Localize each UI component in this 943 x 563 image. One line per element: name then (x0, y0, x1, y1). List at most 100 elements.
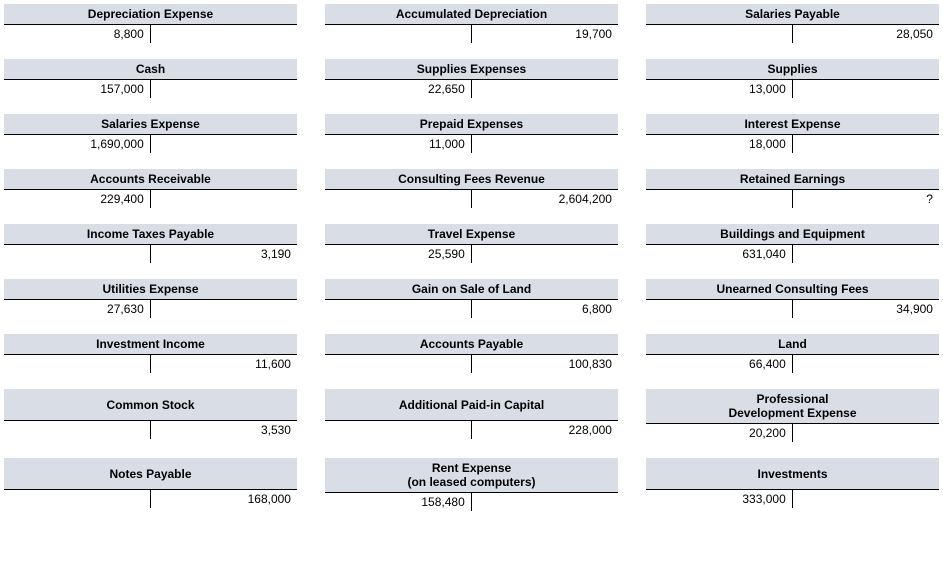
account-body: 27,630 (4, 300, 297, 318)
credit-value: 34,900 (793, 300, 939, 318)
account-body: 25,590 (325, 245, 618, 263)
t-account: Income Taxes Payable3,190 (4, 224, 297, 263)
account-title: Depreciation Expense (4, 4, 297, 25)
t-account: Common Stock3,530 (4, 389, 297, 442)
account-title: Common Stock (4, 389, 297, 421)
debit-value (325, 300, 471, 318)
account-title: Gain on Sale of Land (325, 279, 618, 300)
t-account: Accounts Payable100,830 (325, 334, 618, 373)
credit-value (151, 25, 297, 43)
t-account: Investment Income11,600 (4, 334, 297, 373)
t-account: Accounts Receivable229,400 (4, 169, 297, 208)
account-title: Buildings and Equipment (646, 224, 939, 245)
account-title: Rent Expense (on leased computers) (325, 458, 618, 493)
account-body: 3,190 (4, 245, 297, 263)
credit-value: 6,800 (472, 300, 618, 318)
t-account: Supplies13,000 (646, 59, 939, 98)
debit-value: 20,200 (646, 424, 792, 442)
account-title: Notes Payable (4, 458, 297, 490)
account-body: 168,000 (4, 490, 297, 508)
t-account: Investments333,000 (646, 458, 939, 511)
account-body: 11,000 (325, 135, 618, 153)
debit-value (325, 421, 471, 439)
t-account: Additional Paid-in Capital228,000 (325, 389, 618, 442)
account-body: 2,604,200 (325, 190, 618, 208)
t-account: Professional Development Expense20,200 (646, 389, 939, 442)
account-title: Additional Paid-in Capital (325, 389, 618, 421)
debit-value (325, 190, 471, 208)
debit-value (4, 355, 150, 373)
credit-value: 19,700 (472, 25, 618, 43)
t-account: Cash157,000 (4, 59, 297, 98)
t-account: Utilities Expense27,630 (4, 279, 297, 318)
account-body: 28,050 (646, 25, 939, 43)
debit-value (4, 421, 150, 439)
account-body: ? (646, 190, 939, 208)
t-account: Land66,400 (646, 334, 939, 373)
t-account: Accumulated Depreciation19,700 (325, 4, 618, 43)
credit-value: 2,604,200 (472, 190, 618, 208)
account-body: 158,480 (325, 493, 618, 511)
account-title: Professional Development Expense (646, 389, 939, 424)
credit-value: 168,000 (151, 490, 297, 508)
debit-value (325, 355, 471, 373)
debit-value: 27,630 (4, 300, 150, 318)
account-body: 3,530 (4, 421, 297, 439)
credit-value: 228,000 (472, 421, 618, 439)
account-title: Prepaid Expenses (325, 114, 618, 135)
account-body: 66,400 (646, 355, 939, 373)
debit-value (325, 25, 471, 43)
account-title: Accumulated Depreciation (325, 4, 618, 25)
credit-value (793, 490, 939, 508)
account-title: Accounts Receivable (4, 169, 297, 190)
credit-value (793, 245, 939, 263)
t-account: Travel Expense25,590 (325, 224, 618, 263)
credit-value: 11,600 (151, 355, 297, 373)
account-title: Interest Expense (646, 114, 939, 135)
account-body: 631,040 (646, 245, 939, 263)
account-body: 228,000 (325, 421, 618, 439)
t-account: Salaries Expense1,690,000 (4, 114, 297, 153)
account-title: Consulting Fees Revenue (325, 169, 618, 190)
debit-value: 22,650 (325, 80, 471, 98)
account-body: 19,700 (325, 25, 618, 43)
debit-value: 229,400 (4, 190, 150, 208)
t-account: Retained Earnings? (646, 169, 939, 208)
account-body: 6,800 (325, 300, 618, 318)
t-account: Consulting Fees Revenue2,604,200 (325, 169, 618, 208)
t-account: Gain on Sale of Land6,800 (325, 279, 618, 318)
account-title: Unearned Consulting Fees (646, 279, 939, 300)
account-body: 333,000 (646, 490, 939, 508)
debit-value: 66,400 (646, 355, 792, 373)
account-title: Accounts Payable (325, 334, 618, 355)
credit-value: ? (793, 190, 939, 208)
account-title: Salaries Payable (646, 4, 939, 25)
credit-value (151, 190, 297, 208)
account-title: Salaries Expense (4, 114, 297, 135)
account-title: Travel Expense (325, 224, 618, 245)
credit-value: 3,190 (151, 245, 297, 263)
account-body: 1,690,000 (4, 135, 297, 153)
t-account: Prepaid Expenses11,000 (325, 114, 618, 153)
debit-value: 13,000 (646, 80, 792, 98)
credit-value: 3,530 (151, 421, 297, 439)
credit-value: 100,830 (472, 355, 618, 373)
account-title: Income Taxes Payable (4, 224, 297, 245)
debit-value (646, 25, 792, 43)
account-body: 20,200 (646, 424, 939, 442)
account-body: 157,000 (4, 80, 297, 98)
credit-value (151, 135, 297, 153)
account-title: Investments (646, 458, 939, 490)
debit-value: 1,690,000 (4, 135, 150, 153)
t-account: Salaries Payable28,050 (646, 4, 939, 43)
credit-value (151, 300, 297, 318)
account-body: 100,830 (325, 355, 618, 373)
debit-value: 158,480 (325, 493, 471, 511)
account-body: 13,000 (646, 80, 939, 98)
account-title: Supplies Expenses (325, 59, 618, 80)
debit-value: 18,000 (646, 135, 792, 153)
t-account: Buildings and Equipment631,040 (646, 224, 939, 263)
account-title: Retained Earnings (646, 169, 939, 190)
t-account: Notes Payable168,000 (4, 458, 297, 511)
credit-value (472, 245, 618, 263)
